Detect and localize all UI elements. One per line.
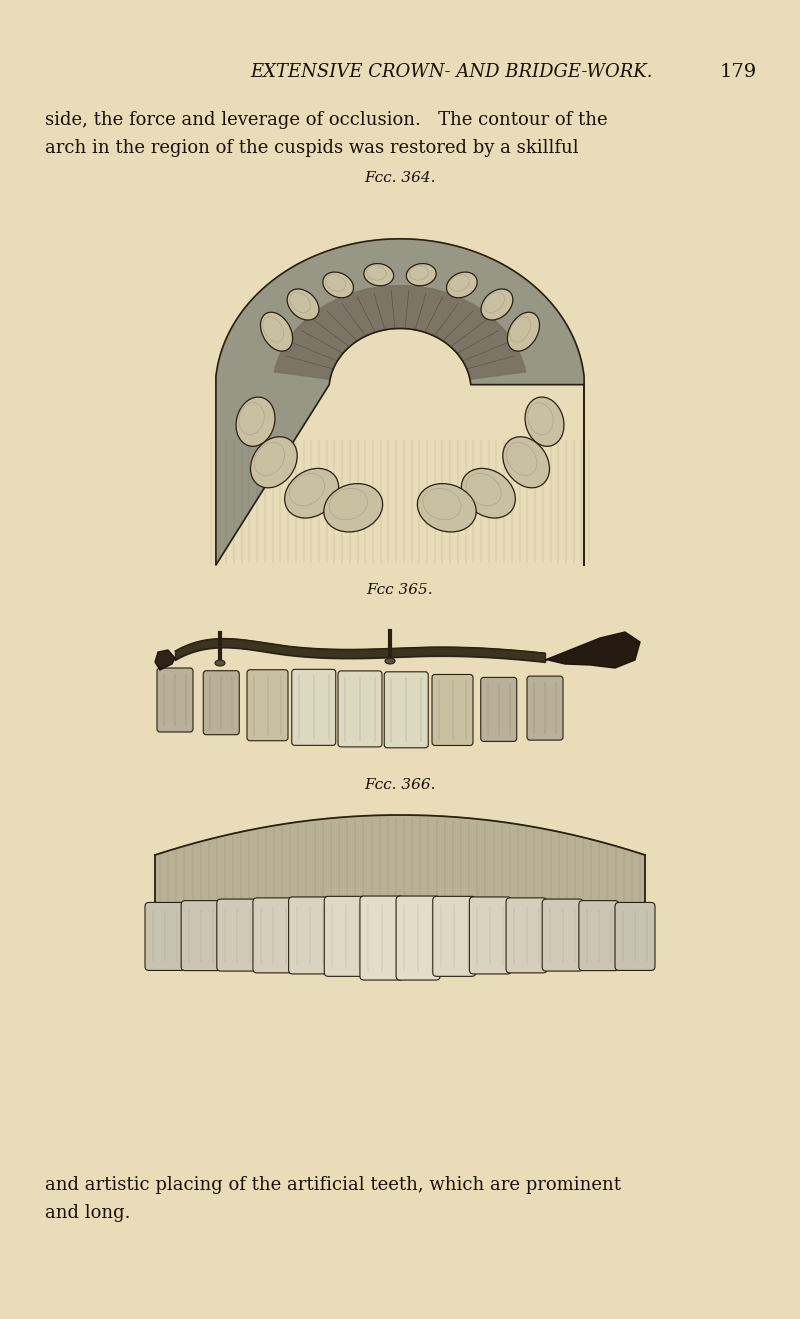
- Ellipse shape: [507, 313, 539, 351]
- Ellipse shape: [324, 484, 382, 532]
- Polygon shape: [216, 239, 584, 565]
- Ellipse shape: [236, 397, 275, 446]
- Ellipse shape: [364, 264, 394, 286]
- FancyBboxPatch shape: [324, 897, 367, 976]
- Text: and artistic placing of the artificial teeth, which are prominent: and artistic placing of the artificial t…: [45, 1177, 621, 1194]
- Polygon shape: [545, 632, 640, 667]
- FancyBboxPatch shape: [542, 900, 583, 971]
- FancyBboxPatch shape: [481, 678, 517, 741]
- FancyBboxPatch shape: [217, 900, 258, 971]
- FancyBboxPatch shape: [384, 671, 428, 748]
- FancyBboxPatch shape: [247, 670, 288, 741]
- FancyBboxPatch shape: [292, 669, 336, 745]
- Ellipse shape: [418, 484, 476, 532]
- FancyBboxPatch shape: [145, 902, 185, 971]
- Text: 179: 179: [720, 63, 758, 80]
- FancyBboxPatch shape: [433, 897, 476, 976]
- FancyBboxPatch shape: [470, 897, 511, 973]
- Text: Fᴄᴄ 365.: Fᴄᴄ 365.: [366, 583, 434, 598]
- Polygon shape: [155, 650, 175, 670]
- FancyBboxPatch shape: [181, 901, 221, 971]
- Ellipse shape: [261, 313, 293, 351]
- Ellipse shape: [215, 660, 225, 666]
- Ellipse shape: [525, 397, 564, 446]
- FancyBboxPatch shape: [289, 897, 330, 973]
- FancyBboxPatch shape: [253, 898, 294, 973]
- FancyBboxPatch shape: [615, 902, 655, 971]
- Ellipse shape: [462, 468, 515, 518]
- FancyBboxPatch shape: [527, 677, 563, 740]
- Ellipse shape: [385, 658, 395, 663]
- FancyBboxPatch shape: [360, 896, 404, 980]
- FancyBboxPatch shape: [157, 667, 193, 732]
- Text: arch in the region of the cuspids was restored by a skillful: arch in the region of the cuspids was re…: [45, 138, 578, 157]
- FancyBboxPatch shape: [432, 674, 473, 745]
- FancyBboxPatch shape: [396, 896, 440, 980]
- Text: and long.: and long.: [45, 1204, 130, 1221]
- Ellipse shape: [481, 289, 513, 321]
- Text: Fᴄᴄ. 364.: Fᴄᴄ. 364.: [364, 171, 436, 185]
- Ellipse shape: [323, 272, 354, 298]
- FancyBboxPatch shape: [203, 671, 239, 735]
- FancyBboxPatch shape: [579, 901, 619, 971]
- Ellipse shape: [503, 437, 550, 488]
- Ellipse shape: [446, 272, 477, 298]
- Ellipse shape: [287, 289, 319, 321]
- Text: Fᴄᴄ. 366.: Fᴄᴄ. 366.: [364, 778, 436, 791]
- Ellipse shape: [285, 468, 338, 518]
- Ellipse shape: [250, 437, 297, 488]
- Text: side, the force and leverage of occlusion.   The contour of the: side, the force and leverage of occlusio…: [45, 111, 608, 129]
- Polygon shape: [155, 815, 645, 907]
- FancyBboxPatch shape: [506, 898, 547, 973]
- FancyBboxPatch shape: [338, 671, 382, 747]
- Text: EXTENSIVE CROWN- AND BRIDGE-WORK.: EXTENSIVE CROWN- AND BRIDGE-WORK.: [250, 63, 653, 80]
- Ellipse shape: [406, 264, 436, 286]
- Polygon shape: [274, 286, 526, 380]
